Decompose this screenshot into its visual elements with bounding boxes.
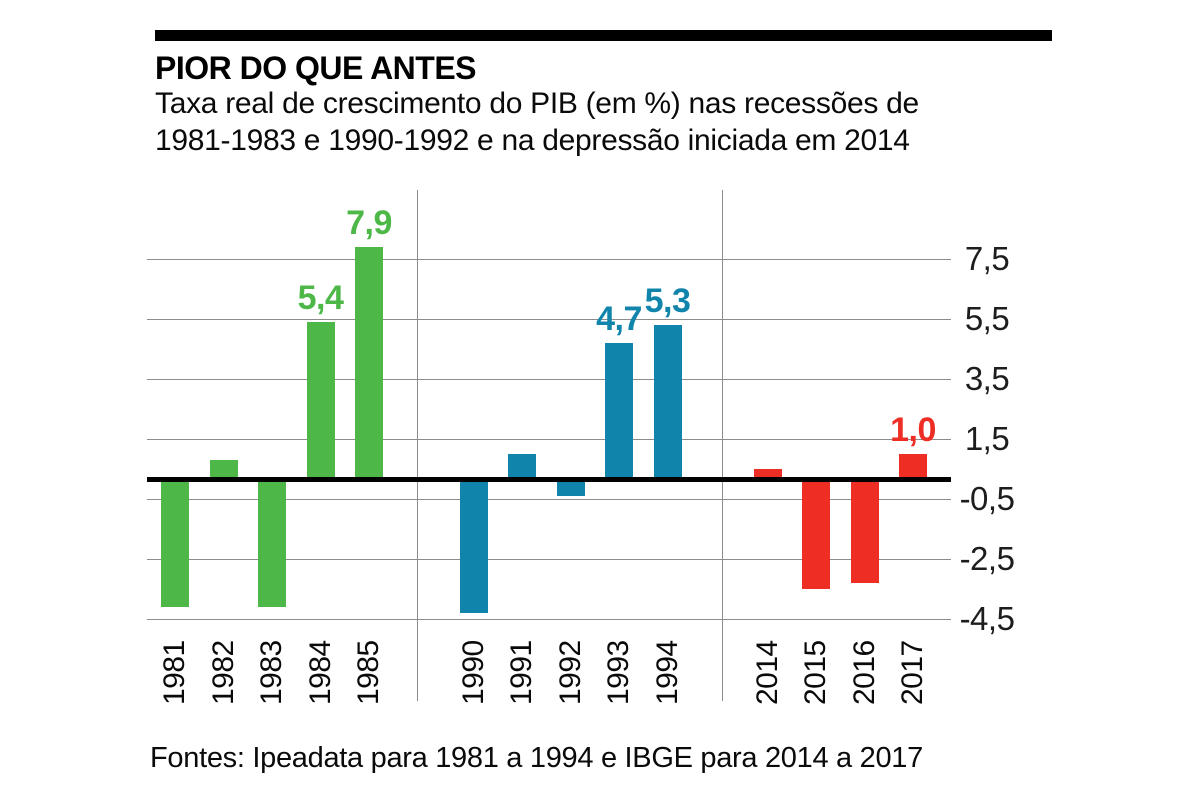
source-note: Fontes: Ipeadata para 1981 a 1994 e IBGE… [150,742,923,774]
bar-1982 [209,460,238,481]
year-label-1985: 1985 [352,640,385,705]
y-tick-label-3-5: 3,5 [964,360,1010,397]
bar-1981 [161,478,189,607]
bar-1990 [459,478,488,613]
bar-2015 [802,478,830,589]
group-separator-1 [417,190,418,701]
gridline-1-5 [147,439,951,440]
bar-value-label-2017: 1,0 [890,411,936,449]
page-title: PIOR DO QUE ANTES [155,50,477,86]
bar-1984 [306,322,335,481]
bar-1994 [653,325,682,481]
zero-axis-line [147,477,951,482]
year-label-2017: 2017 [896,640,929,705]
bar-value-label-1984: 5,4 [297,279,344,317]
gridline-5-5 [147,319,951,320]
y-tick-label-5-5: 5,5 [964,300,1010,337]
top-rule [155,30,1052,41]
bar-1992 [556,478,585,496]
y-tick-label--4-5: -4,5 [959,600,1015,637]
bar-1991 [508,454,536,481]
bar-2016 [850,478,879,583]
y-tick-label--0-5: -0,5 [959,480,1015,517]
y-tick-label-1-5: 1,5 [964,420,1010,457]
gridline-7-5 [147,259,951,260]
bar-value-label-1994: 5,3 [644,282,691,320]
chart-subtitle-line2: 1981-1983 e 1990-1992 e na depressão ini… [155,124,910,157]
gridline--4-5 [147,619,951,620]
group-separator-2 [722,190,723,701]
y-tick-label--2-5: -2,5 [959,540,1015,577]
bar-2017 [899,454,927,481]
bar-1983 [258,478,286,607]
y-tick-label-7-5: 7,5 [964,240,1010,277]
gridline--2-5 [147,559,951,560]
gridline-3-5 [147,379,951,380]
gridline--0-5 [147,499,951,500]
chart-subtitle-line1: Taxa real de crescimento do PIB (em %) n… [155,87,919,120]
year-label-1994: 1994 [650,640,684,705]
bar-value-label-1993: 4,7 [596,300,642,338]
bar-1985 [355,247,383,481]
bar-value-label-1985: 7,9 [346,204,392,242]
bar-1993 [605,343,633,481]
chart-subtitle: Taxa real de crescimento do PIB (em %) n… [155,85,919,159]
